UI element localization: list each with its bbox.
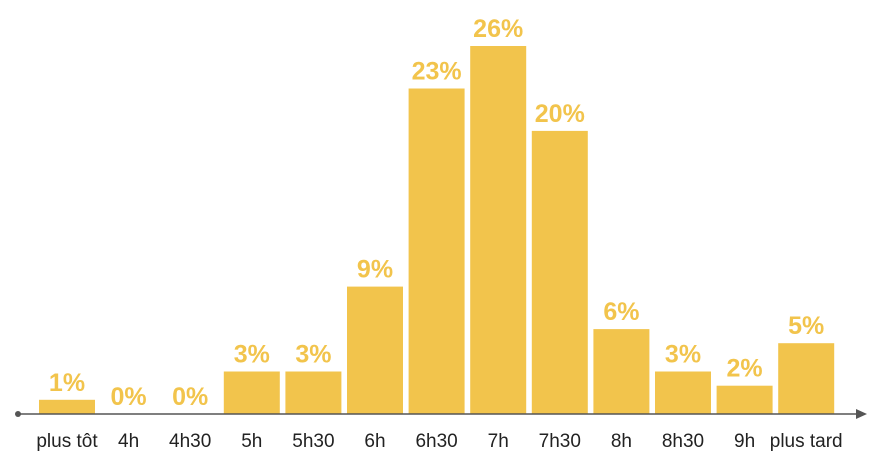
category-label-7: 7h xyxy=(488,431,509,452)
bar-10 xyxy=(655,371,711,414)
category-label-12: plus tard xyxy=(770,431,843,452)
bar-8 xyxy=(531,130,588,414)
x-axis-arrowhead xyxy=(856,409,867,419)
category-label-10: 8h30 xyxy=(662,431,704,452)
category-label-1: 4h xyxy=(118,431,139,452)
bars-group xyxy=(39,46,835,414)
category-label-0: plus tôt xyxy=(36,431,98,452)
bar-9 xyxy=(593,329,650,414)
category-label-8: 7h30 xyxy=(539,431,581,452)
value-label-4: 3% xyxy=(295,341,331,369)
value-label-0: 1% xyxy=(49,369,85,397)
value-label-1: 0% xyxy=(111,383,147,411)
value-label-5: 9% xyxy=(357,256,393,284)
value-label-3: 3% xyxy=(234,341,270,369)
bar-6 xyxy=(408,88,465,414)
category-label-5: 6h xyxy=(364,431,385,452)
value-label-9: 6% xyxy=(603,298,639,326)
category-label-11: 9h xyxy=(734,431,755,452)
x-axis-origin-dot xyxy=(15,411,21,417)
bar-5 xyxy=(347,286,403,414)
bar-4 xyxy=(285,371,342,414)
category-labels-group: plus tôt 4h 4h30 5h 5h30 6h 6h30 7h 7h30 8h 8h30 9h… xyxy=(36,431,842,452)
category-label-2: 4h30 xyxy=(169,431,211,452)
bar-12 xyxy=(778,343,835,414)
bar-11 xyxy=(716,385,773,414)
bar-3 xyxy=(223,371,280,414)
category-label-3: 5h xyxy=(241,431,262,452)
category-label-6: 6h30 xyxy=(415,431,457,452)
value-label-8: 20% xyxy=(535,100,585,128)
x-axis xyxy=(15,409,867,419)
value-label-6: 23% xyxy=(412,58,462,86)
value-label-10: 3% xyxy=(665,341,701,369)
category-label-4: 5h30 xyxy=(292,431,334,452)
bar-7 xyxy=(470,46,527,414)
bar-0 xyxy=(39,399,95,414)
value-label-7: 26% xyxy=(473,15,523,43)
value-label-12: 5% xyxy=(788,312,824,340)
value-labels-group: 1% 0% 0% 3% 3% 9% 23% 26% 20% 6% 3% 2% 5% xyxy=(49,15,824,411)
value-label-11: 2% xyxy=(727,355,763,383)
category-label-9: 8h xyxy=(611,431,632,452)
value-label-2: 0% xyxy=(172,383,208,411)
